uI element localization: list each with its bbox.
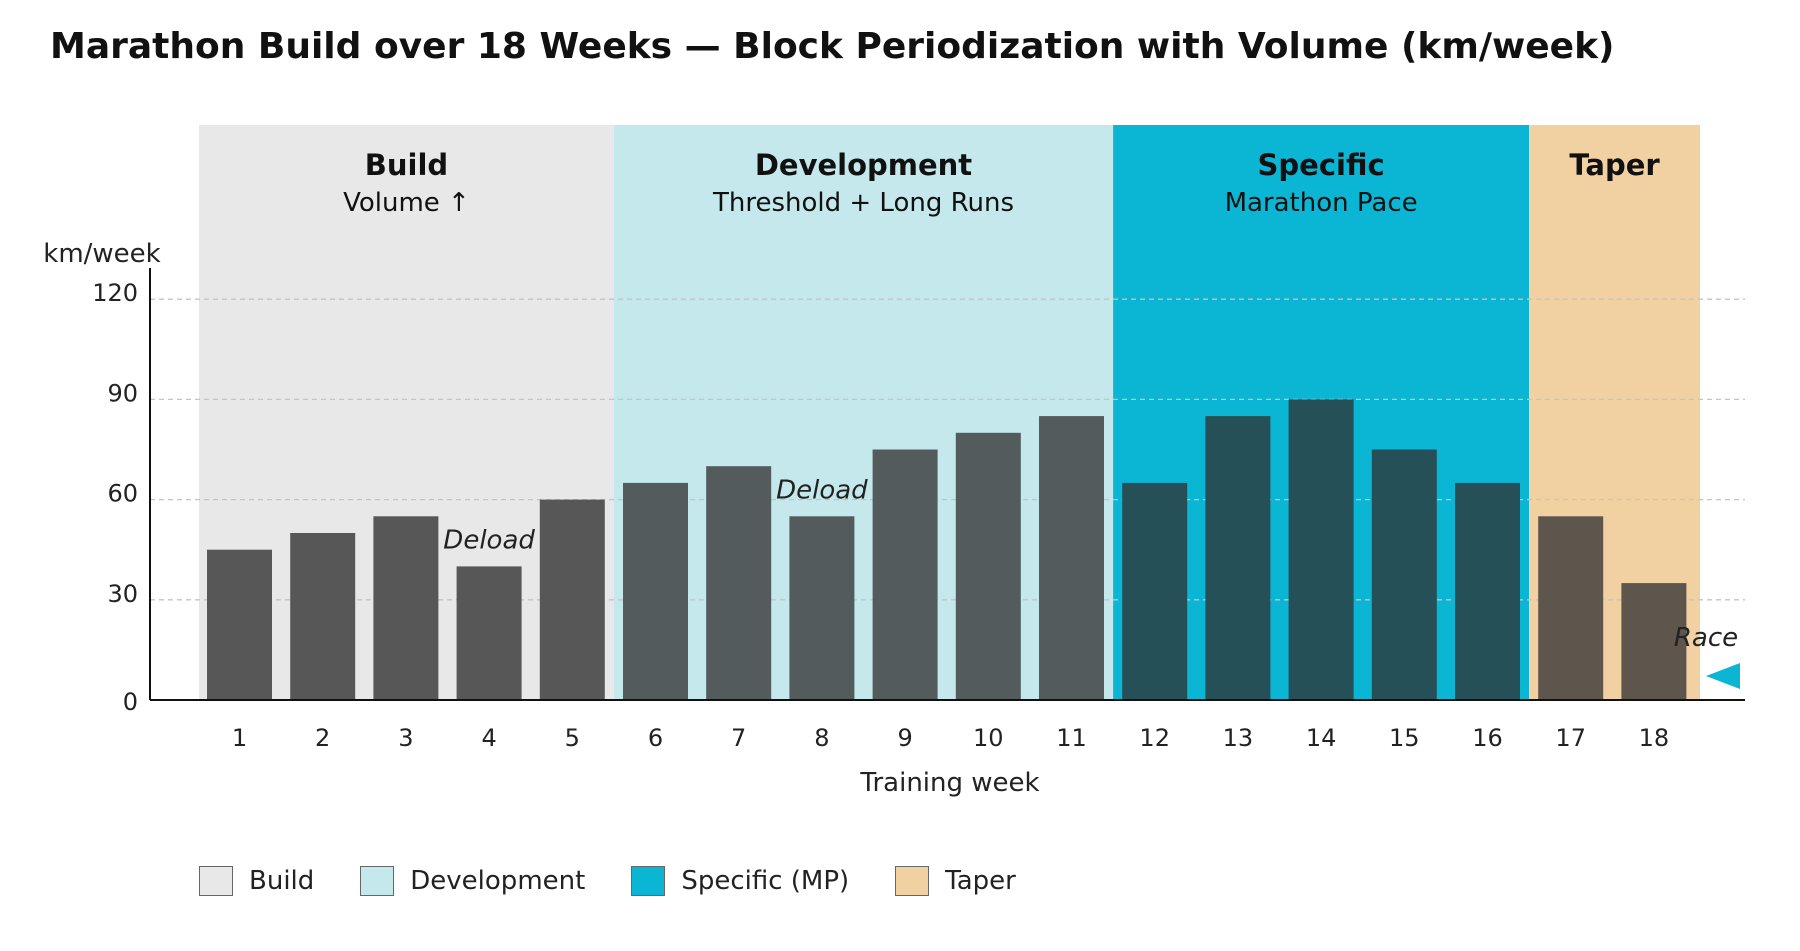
x-tick-label: 7: [731, 724, 746, 752]
legend-item-specific: Specific (MP): [631, 866, 849, 896]
legend-item-build: Build: [199, 866, 314, 896]
y-tick-label: 0: [123, 688, 138, 716]
bar: [1371, 449, 1437, 700]
x-tick-label: 12: [1139, 724, 1170, 752]
bar: [1538, 516, 1604, 700]
bar: [706, 466, 772, 700]
legend-label: Taper: [945, 866, 1016, 896]
legend-label: Build: [249, 866, 315, 896]
x-tick-label: 1: [232, 724, 247, 752]
x-tick-label: 8: [814, 724, 829, 752]
y-tick-label: 120: [92, 279, 138, 307]
bar: [373, 516, 439, 700]
legend-item-development: Development: [360, 866, 585, 896]
x-tick-label: 6: [648, 724, 663, 752]
bar: [1205, 416, 1271, 700]
bar: [290, 533, 356, 700]
bar: [456, 566, 522, 700]
phase-subtitle-specific: Marathon Pace: [1225, 188, 1418, 218]
x-tick-label: 14: [1306, 724, 1337, 752]
x-tick-label: 2: [315, 724, 330, 752]
phase-title-development: Development: [755, 148, 972, 182]
phase-subtitle-build: Volume ↑: [343, 188, 470, 218]
phase-band-development: [613, 125, 1114, 700]
annotation-deload: Deload: [443, 525, 535, 555]
x-tick-label: 13: [1223, 724, 1254, 752]
legend-swatch: [631, 866, 666, 896]
annotation-deload: Deload: [776, 475, 868, 505]
legend-label: Development: [410, 866, 586, 896]
x-tick-label: 17: [1555, 724, 1586, 752]
x-tick-label: 11: [1056, 724, 1087, 752]
phase-title-build: Build: [365, 148, 448, 182]
race-label: Race: [1674, 623, 1738, 653]
x-tick-label: 3: [398, 724, 413, 752]
bar: [623, 482, 688, 700]
bar: [207, 549, 272, 700]
bar: [1621, 583, 1687, 700]
bar: [539, 499, 605, 700]
y-tick-label: 60: [107, 480, 138, 508]
x-tick-label: 16: [1472, 724, 1503, 752]
legend-swatch: [360, 866, 395, 896]
y-axis-label: km/week: [43, 239, 160, 269]
phase-title-specific: Specific: [1258, 148, 1385, 182]
bar: [1039, 416, 1104, 700]
bar: [789, 516, 855, 700]
legend-label: Specific (MP): [681, 866, 850, 896]
x-tick-label: 10: [973, 724, 1004, 752]
bar: [872, 449, 938, 700]
x-tick-label: 4: [481, 724, 496, 752]
legend: Build Development Specific (MP) Taper: [199, 866, 1062, 896]
bar: [1288, 399, 1354, 700]
x-tick-label: 9: [897, 724, 912, 752]
legend-item-taper: Taper: [895, 866, 1016, 896]
y-tick-label: 90: [107, 379, 138, 407]
bar: [1122, 482, 1188, 700]
x-tick-label: 18: [1639, 724, 1670, 752]
phase-title-taper: Taper: [1569, 148, 1660, 182]
y-tick-label: 30: [107, 580, 138, 608]
x-tick-label: 5: [565, 724, 580, 752]
x-axis-label: Training week: [859, 768, 1039, 798]
chart-title: Marathon Build over 18 Weeks — Block Per…: [50, 26, 1615, 67]
legend-swatch: [199, 866, 233, 896]
bar: [955, 432, 1021, 700]
bar: [1455, 482, 1520, 700]
phase-subtitle-development: Threshold + Long Runs: [712, 188, 1014, 218]
x-tick-label: 15: [1389, 724, 1420, 752]
race-marker-icon: [1706, 663, 1740, 689]
legend-swatch: [895, 866, 930, 896]
